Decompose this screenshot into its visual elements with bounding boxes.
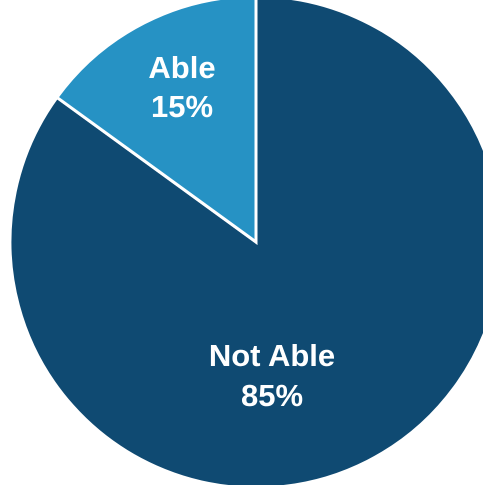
slice-label-able: Able (148, 50, 215, 85)
pie-slices (8, 0, 483, 485)
slice-value-not-able: 85% (241, 378, 303, 413)
slice-value-able: 15% (151, 89, 213, 124)
pie-labels: Able 15% Not Able 85% (148, 50, 335, 413)
pie-slice-able (54, 0, 258, 245)
slice-label-not-able: Not Able (209, 338, 335, 373)
pie-slice-not-able (8, 0, 483, 485)
